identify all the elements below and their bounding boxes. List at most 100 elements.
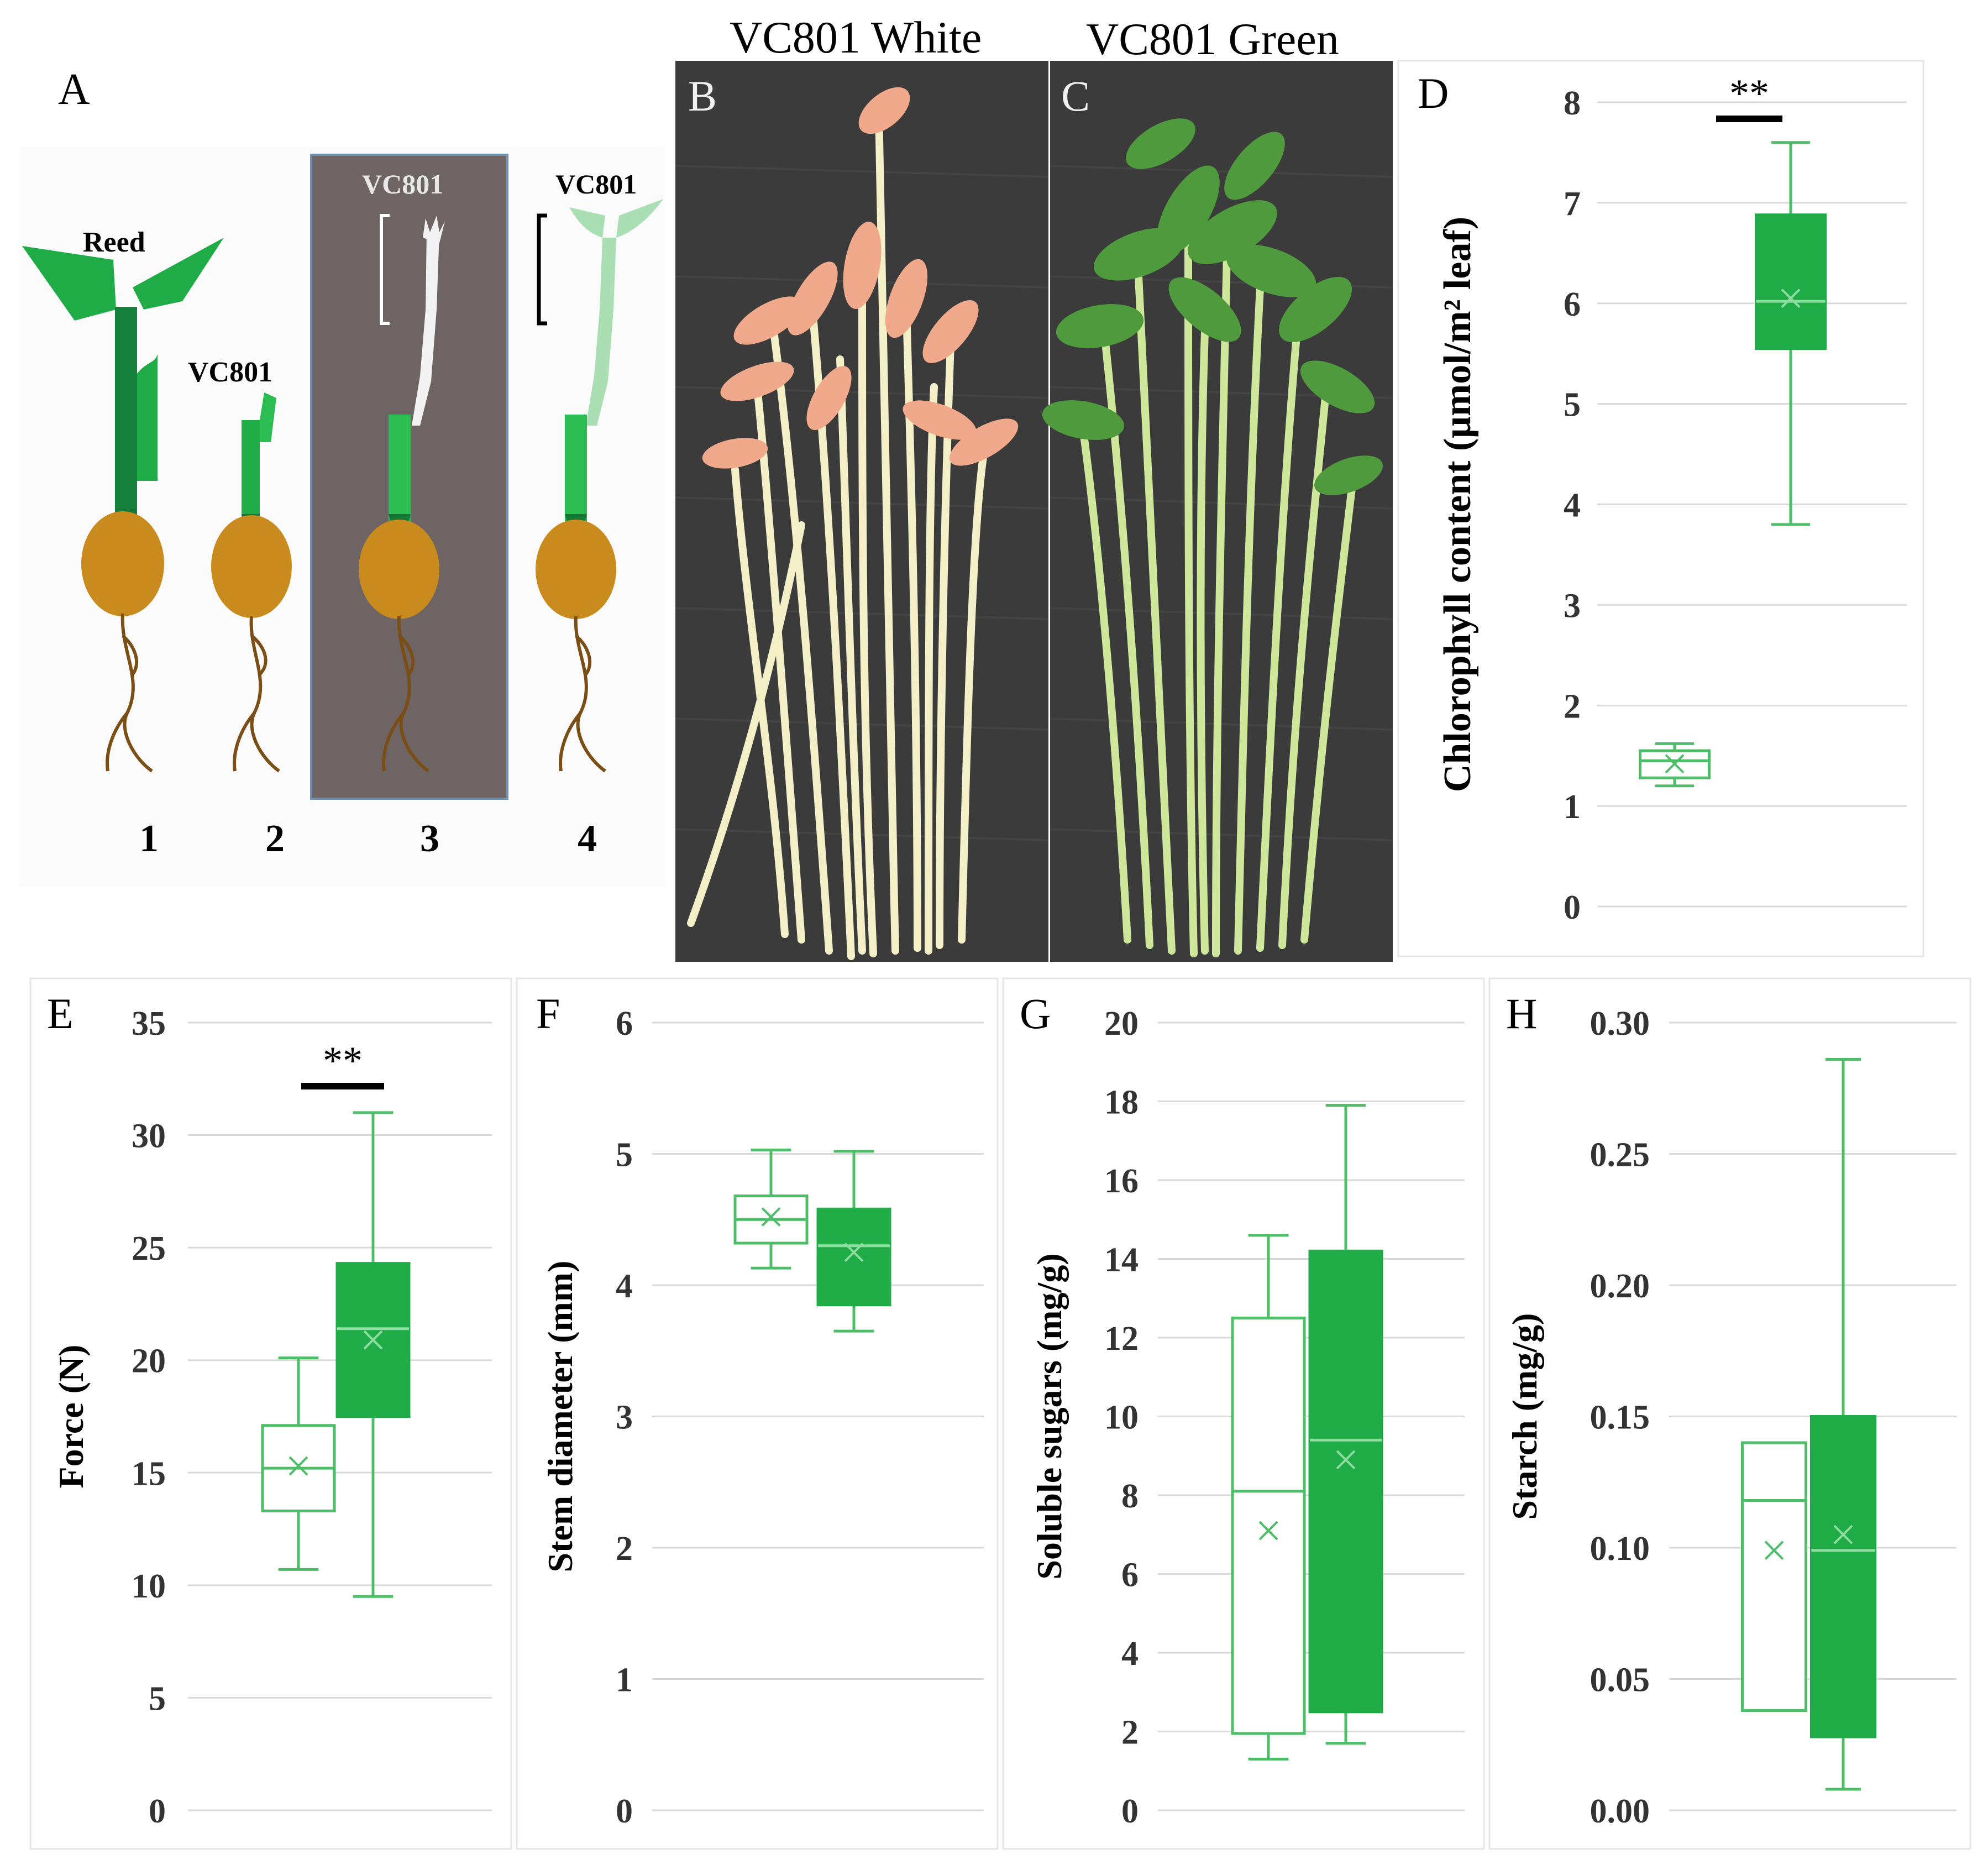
y-tick-label: 5	[1564, 386, 1581, 424]
panel-a-letter: A	[58, 65, 90, 114]
y-axis-title: Soluble sugars (mg/g)	[1030, 1253, 1069, 1579]
y-tick-label: 0	[1121, 1793, 1139, 1830]
mean-marker	[289, 1456, 308, 1476]
y-tick-label: 30	[132, 1118, 166, 1155]
bracket-icon	[537, 213, 547, 326]
y-tick-label: 25	[132, 1230, 166, 1267]
y-tick-label: 0.25	[1590, 1136, 1650, 1174]
y-tick-label: 18	[1104, 1084, 1139, 1122]
y-tick-label: 8	[1564, 85, 1581, 122]
mean-marker	[1833, 1525, 1853, 1544]
y-tick-label: 2	[1121, 1714, 1139, 1752]
root-icon	[382, 616, 429, 773]
plant-4-vc801-light: VC801 4	[536, 169, 663, 860]
y-tick-label: 0.00	[1590, 1793, 1650, 1830]
box-white	[1231, 1234, 1306, 1761]
y-tick-label: 0	[616, 1793, 633, 1830]
chart-panel-g: G 0 2 4 6 8 10 12 14 16 18 20 Soluble sugars (mg/g)	[1002, 977, 1485, 1850]
y-tick-label: 2	[1564, 688, 1581, 725]
greened-stem-icon	[586, 238, 616, 426]
box-green	[1810, 1058, 1876, 1791]
y-tick-label: 0.15	[1590, 1399, 1650, 1437]
etiolated-stem-icon	[412, 232, 439, 426]
green-stems-icon	[1079, 228, 1358, 957]
chart-panel-f: F 0 1 2 3 4 5 6 Stem diameter (mm)	[516, 977, 999, 1850]
y-tick-label: 8	[1121, 1478, 1139, 1515]
y-tick-label: 7	[1564, 185, 1581, 223]
seed-icon	[359, 520, 439, 619]
chart-frame	[1488, 977, 1971, 1850]
y-tick-label: 4	[616, 1267, 633, 1305]
chart-frame	[29, 977, 512, 1850]
y-tick-label: 10	[132, 1568, 166, 1605]
y-tick-label: 0.05	[1590, 1662, 1650, 1699]
leaf-icon	[569, 207, 605, 238]
plant-label-vc801: VC801	[188, 357, 272, 388]
box-iqr	[1755, 213, 1827, 350]
y-tick-label: 4	[1121, 1635, 1139, 1673]
chart-panel-h: H 0.00 0.05 0.10 0.15 0.20 0.25 0.30 Starch (mg/…	[1488, 977, 1971, 1850]
y-axis-title: Force (N)	[51, 1345, 91, 1489]
y-tick-label: 0	[1564, 889, 1581, 926]
panel-a: A Reed 1 VC801 2 VC801	[19, 65, 666, 887]
y-tick-label: 1	[1564, 788, 1581, 826]
y-axis-title: Chlorophyll content (μmol/m² leaf)	[1436, 217, 1479, 792]
chart-frame	[1397, 60, 1924, 957]
box-green	[1308, 1104, 1383, 1745]
bracket-icon	[380, 214, 390, 325]
box-iqr	[1231, 1316, 1306, 1735]
plant-label-vc801-light: VC801	[555, 169, 637, 200]
panel-c: VC801 Green	[1042, 14, 1393, 962]
y-tick-label: 6	[1564, 286, 1581, 323]
y-tick-label: 15	[132, 1455, 166, 1492]
etiolated-leaf-icon	[423, 216, 445, 243]
mean-marker	[363, 1330, 383, 1350]
plant-number-4: 4	[578, 818, 597, 860]
y-axis-title: Starch (mg/g)	[1505, 1313, 1544, 1520]
significance-label: **	[1729, 71, 1769, 116]
y-tick-label: 12	[1104, 1320, 1139, 1358]
panel-letter: D	[1418, 69, 1449, 117]
y-tick-label: 4	[1564, 487, 1581, 525]
mean-marker	[1258, 1521, 1278, 1541]
plant-number-3: 3	[420, 818, 439, 860]
y-tick-label: 6	[616, 1005, 633, 1042]
box-green	[816, 1150, 891, 1333]
y-tick-label: 5	[149, 1680, 166, 1717]
box-white	[1639, 742, 1711, 788]
panel-letter: E	[47, 989, 74, 1038]
panel-c-letter: C	[1061, 72, 1090, 120]
y-tick-label: 10	[1104, 1399, 1139, 1437]
box-white	[1741, 1441, 1807, 1712]
y-tick-label: 3	[616, 1399, 633, 1437]
y-tick-label: 0.30	[1590, 1005, 1650, 1042]
significance-label: **	[323, 1039, 363, 1083]
box-iqr	[1810, 1415, 1876, 1738]
y-tick-label: 5	[616, 1136, 633, 1174]
y-tick-label: 35	[132, 1005, 166, 1042]
plant-number-2: 2	[265, 818, 285, 860]
root-icon	[106, 613, 153, 773]
box-green	[1755, 141, 1827, 526]
chart-panel-e: E 0 5 10 15 20 25 30 35 Force (N) **	[29, 977, 512, 1850]
plant-label-reed: Reed	[83, 227, 145, 258]
stem-icon	[115, 307, 137, 528]
plant-1-reed: Reed 1	[22, 227, 224, 860]
mean-marker	[761, 1207, 781, 1227]
y-tick-label: 16	[1104, 1162, 1139, 1200]
y-tick-label: 0.10	[1590, 1530, 1650, 1568]
stem-icon	[565, 415, 587, 531]
y-tick-label: 1	[616, 1662, 633, 1699]
plant-2-vc801: VC801 2	[188, 357, 292, 860]
y-tick-label: 3	[1564, 587, 1581, 625]
seed-icon	[81, 511, 164, 616]
plant-number-1: 1	[139, 818, 159, 860]
stem-icon	[389, 415, 411, 531]
mean-marker	[1336, 1450, 1356, 1470]
root-icon	[559, 616, 606, 773]
mean-marker	[1764, 1541, 1784, 1560]
y-tick-label: 20	[1104, 1005, 1139, 1042]
seed-icon	[536, 520, 616, 619]
